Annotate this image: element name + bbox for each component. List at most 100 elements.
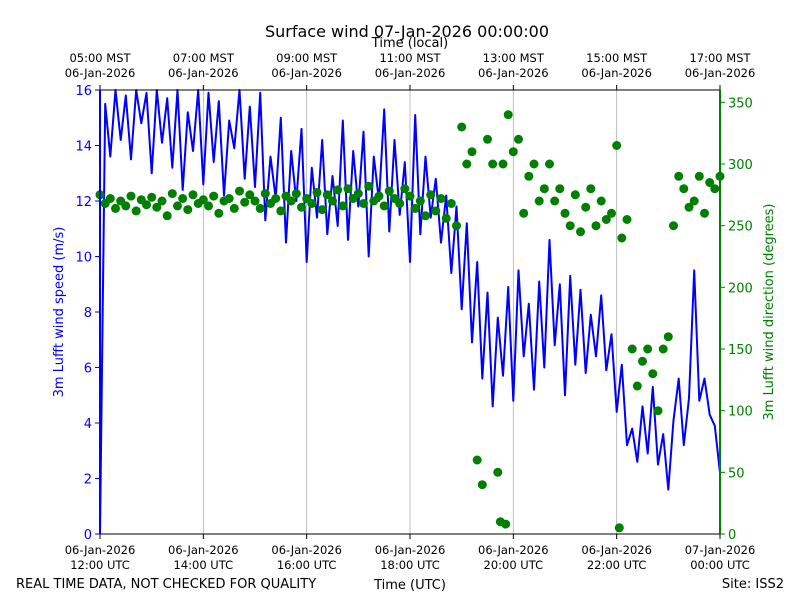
wind-direction-point [359,199,368,208]
wind-direction-point [627,344,637,354]
wind-direction-point [395,199,405,208]
wind-direction-point [700,208,709,218]
left-tick-label: 2 [84,473,92,488]
wind-direction-point [286,196,296,206]
bottom-tick-time: 22:00 UTC [587,558,647,572]
wind-direction-point [307,199,317,208]
wind-direction-point [276,206,286,216]
top-tick-time: 09:00 MST [276,51,338,65]
wind-direction-point [374,191,384,201]
wind-direction-point [669,221,678,231]
wind-direction-point [560,208,570,218]
wind-direction-point [648,369,658,379]
wind-direction-point [632,381,642,391]
wind-direction-point [581,202,591,212]
wind-direction-point [694,171,704,181]
wind-direction-point [142,200,151,210]
right-tick-label: 250 [728,220,753,235]
top-tick-time: 11:00 MST [379,51,441,65]
wind-direction-point [488,159,498,169]
bottom-tick-date: 06-Jan-2026 [271,543,342,557]
wind-direction-point [245,190,255,200]
bottom-tick-date: 06-Jan-2026 [168,543,239,557]
wind-direction-point [415,196,425,206]
wind-direction-point [431,206,441,216]
bottom-tick-time: 16:00 UTC [277,558,337,572]
wind-direction-point [614,523,624,533]
quality-warning: REAL TIME DATA, NOT CHECKED FOR QUALITY [16,577,316,592]
wind-direction-point [410,203,420,213]
wind-direction-point [131,206,141,216]
right-tick-label: 100 [728,405,753,420]
x-axis-label: Time (UTC) [373,578,446,593]
wind-direction-point [462,159,472,169]
wind-direction-point [162,211,172,221]
wind-direction-point [240,197,250,207]
wind-direction-point [260,189,270,199]
top-tick-date: 06-Jan-2026 [168,66,239,80]
wind-direction-point [519,208,529,218]
top-tick-time: 07:00 MST [173,51,235,65]
top-tick-date: 06-Jan-2026 [375,66,446,80]
wind-direction-point [312,187,322,197]
wind-direction-point [121,201,131,211]
wind-direction-point [297,202,306,212]
wind-direction-point [477,480,487,490]
wind-direction-point [167,189,177,199]
wind-direction-point [126,191,136,201]
wind-direction-point [501,519,511,529]
wind-direction-point [173,201,182,211]
wind-direction-point [570,190,580,200]
wind-direction-point [379,201,389,211]
bottom-tick-date: 06-Jan-2026 [65,543,136,557]
wind-direction-point [152,202,162,212]
wind-direction-point [198,195,208,205]
left-tick-label: 6 [84,362,92,377]
right-tick-label: 200 [728,281,753,296]
wind-direction-point [183,205,193,215]
bottom-tick-date: 06-Jan-2026 [375,543,446,557]
axis-ticks: 0 2 4 6 8 10 12 14 16 0 50 100 150 200 250 300 350 06-Jan… [65,51,756,572]
bottom-tick-time: 18:00 UTC [380,558,440,572]
wind-direction-point [317,205,327,215]
wind-direction-point [493,467,503,477]
wind-direction-point [457,122,467,132]
bottom-tick-time: 12:00 UTC [70,558,130,572]
wind-direction-point [467,147,477,157]
wind-direction-point [643,344,653,354]
wind-direction-point [539,184,549,194]
wind-direction-point [612,141,622,150]
wind-direction-point [353,189,363,199]
wind-direction-point [405,191,415,201]
top-tick-time: 05:00 MST [69,51,131,65]
wind-direction-point [483,134,492,144]
wind-direction-point [147,192,157,202]
top-tick-time: 13:00 MST [483,51,545,65]
wind-direction-point [674,171,684,181]
wind-direction-point [105,194,115,203]
left-tick-label: 16 [75,84,92,99]
site-label: Site: ISS2 [722,577,784,592]
wind-direction-point [204,201,213,211]
left-tick-label: 12 [75,195,92,210]
wind-direction-point [224,194,234,203]
wind-direction-point [209,191,219,201]
top-tick-date: 06-Jan-2026 [581,66,652,80]
wind-direction-point [514,134,523,144]
top-axis-label: Time (local) [371,36,448,51]
wind-direction-point [705,178,715,187]
top-tick-date: 06-Jan-2026 [685,66,756,80]
left-axis-label: 3m Lufft wind speed (m/s) [52,227,67,398]
bottom-tick-date: 06-Jan-2026 [478,543,549,557]
wind-direction-point [689,196,699,206]
right-axis-label: 3m Lufft wind direction (degrees) [762,204,777,421]
wind-direction-point [653,406,663,416]
wind-direction-point [658,344,668,354]
wind-direction-point [255,203,265,213]
wind-direction-point [565,221,575,231]
wind-direction-point [607,208,616,218]
bottom-tick-time: 20:00 UTC [484,558,544,572]
wind-direction-point [638,356,647,366]
wind-direction-point [586,184,596,194]
wind-direction-point [576,227,585,237]
